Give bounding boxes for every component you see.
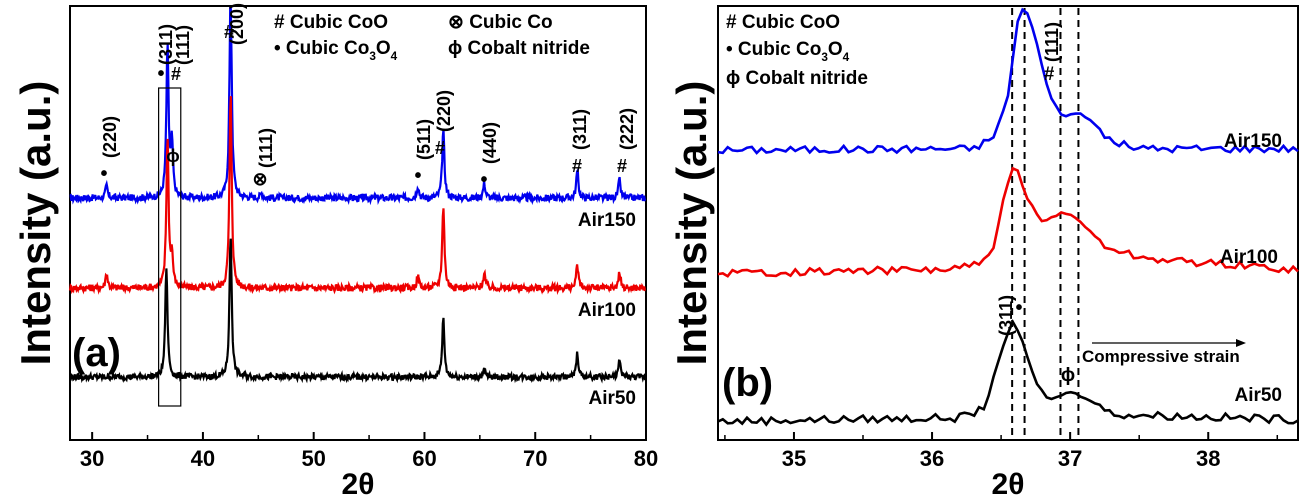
peak-marker: #	[572, 156, 582, 176]
peak-hkl-label: (311)	[996, 295, 1016, 336]
panel-a-frame	[69, 5, 647, 441]
panel-a-legend: # Cubic CoO • Cubic Co3O4 ⊗ Cubic Co ϕ Coba…	[274, 12, 590, 63]
series-air100-line	[717, 166, 1299, 278]
peak-hkl-label: (222)	[617, 108, 637, 150]
series-label-air150: Air150	[1224, 131, 1282, 152]
series-label-air150: Air150	[578, 210, 636, 231]
series-air50-line	[717, 318, 1299, 427]
panel-b-curves	[717, 7, 1299, 427]
series-air100-line	[68, 96, 646, 296]
series-air150-line	[69, 6, 647, 206]
x-tick-label: 60	[412, 446, 436, 471]
panel-b-label: (b)	[722, 361, 773, 405]
peak-marker: #	[224, 22, 234, 42]
peak-marker: •	[414, 165, 421, 187]
compressive-strain-arrow: Compressive strain	[1082, 339, 1246, 366]
peak-hkl-label: (220)	[434, 90, 454, 132]
compressive-strain-label: Compressive strain	[1082, 347, 1240, 366]
legend-cubic-coo: # Cubic CoO	[274, 12, 388, 33]
x-tick-label: 36	[920, 446, 944, 471]
peak-marker: #	[617, 156, 627, 176]
peak-hkl-label: (311)	[570, 109, 590, 150]
legend-cubic-coo: # Cubic CoO	[726, 12, 840, 33]
peak-marker: ⊗	[252, 169, 267, 189]
series-label-air100: Air100	[1220, 247, 1278, 268]
peak-marker: •	[480, 169, 487, 191]
legend-cobalt-nitride: ϕ Cobalt nitride	[726, 68, 868, 89]
legend-cubic-co3o4: • Cubic Co3O4	[726, 39, 850, 64]
panel-b-frame	[717, 5, 1299, 441]
peak-hkl-label: (220)	[100, 116, 120, 158]
peak-hkl-label: (111)	[256, 128, 276, 168]
series-label-air100: Air100	[578, 300, 636, 321]
panel-a-series-labels: Air150 Air100 Air50	[578, 210, 636, 409]
panel-a-x-ticks: 30 40 50 60 70 80	[80, 432, 658, 471]
panel-b: 35 36 37 38 •(311) #(111) ϕ Air150 Air100 Air50…	[668, 5, 1299, 500]
x-tick-label: 70	[523, 446, 547, 471]
peak-marker: #	[1044, 64, 1055, 85]
peak-marker: ϕ	[1061, 365, 1075, 386]
peak-hkl-label: (311)	[156, 24, 176, 65]
peak-marker: •	[157, 63, 164, 85]
x-tick-label: 35	[782, 446, 806, 471]
x-tick-label: 80	[634, 446, 658, 471]
peak-marker: ϕ	[166, 146, 180, 166]
highlight-box	[158, 87, 182, 407]
panel-b-series-labels: Air150 Air100 Air50	[1220, 131, 1282, 406]
panel-a-annotations: •(220)•(311)#(111)ϕ#(200)⊗(111)•(511) #(2…	[100, 3, 637, 191]
panel-a: 30 40 50 60 70 80 •(220)•(311)#(111)ϕ#(200)⊗(…	[12, 3, 658, 500]
peak-marker: •	[1015, 297, 1022, 319]
panel-b-y-axis-title: Intensity (a.u.)	[668, 81, 715, 366]
panel-b-x-ticks: 35 36 37 38	[724, 432, 1279, 471]
x-tick-label: 37	[1058, 446, 1082, 471]
panel-b-legend: # Cubic CoO • Cubic Co3O4 ϕ Cobalt nitride	[726, 12, 868, 89]
peak-hkl-label: (440)	[480, 122, 500, 164]
panel-a-y-axis-title: Intensity (a.u.)	[12, 81, 59, 366]
peak-marker: •	[100, 163, 107, 185]
peak-hkl-label: (511)	[414, 119, 434, 160]
legend-cobalt-nitride: ϕ Cobalt nitride	[448, 38, 590, 59]
peak-hkl-label: (111)	[173, 25, 193, 65]
x-tick-label: 30	[80, 446, 104, 471]
panel-a-curves	[68, 6, 647, 384]
panel-a-x-axis-title: 2θ	[342, 468, 375, 500]
legend-cubic-co: ⊗ Cubic Co	[448, 12, 553, 33]
panel-b-x-axis-title: 2θ	[992, 468, 1025, 500]
peak-marker: #	[435, 138, 445, 158]
series-label-air50: Air50	[588, 388, 636, 409]
panel-b-annotations: •(311) #(111) ϕ	[996, 22, 1075, 386]
x-tick-label: 50	[301, 446, 325, 471]
x-tick-label: 38	[1196, 446, 1220, 471]
peak-marker: #	[171, 64, 181, 84]
peak-hkl-label: (111)	[1042, 22, 1062, 62]
panel-a-label: (a)	[72, 331, 121, 375]
series-air50-line	[68, 238, 647, 384]
series-air150-line	[717, 7, 1299, 155]
legend-cubic-co3o4: • Cubic Co3O4	[274, 38, 398, 63]
x-tick-label: 40	[191, 446, 215, 471]
peak-hkl-label: (200)	[227, 3, 247, 45]
series-label-air50: Air50	[1234, 385, 1282, 406]
